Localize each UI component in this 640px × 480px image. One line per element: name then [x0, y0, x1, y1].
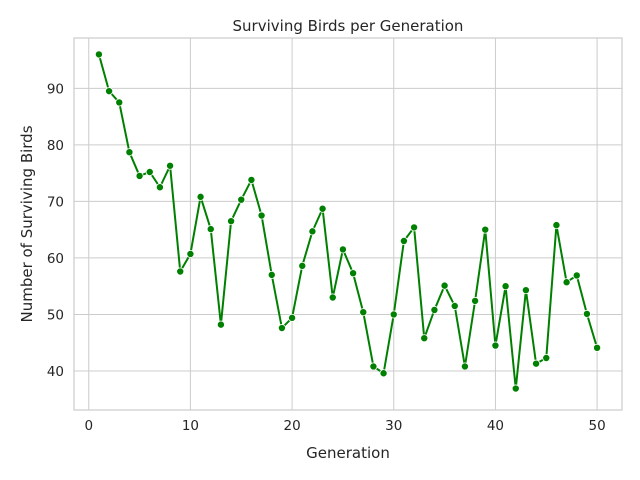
data-point	[389, 310, 398, 319]
grid-lines	[74, 38, 622, 410]
data-point	[288, 313, 297, 322]
data-point	[328, 293, 337, 302]
y-tick-label: 70	[47, 194, 64, 210]
data-point	[318, 204, 327, 213]
data-point	[420, 334, 429, 343]
data-point	[237, 195, 246, 204]
data-point	[410, 223, 419, 232]
x-tick-label: 0	[84, 418, 93, 434]
x-tick-label: 40	[487, 418, 504, 434]
y-tick-label: 60	[47, 251, 64, 267]
data-point	[369, 362, 378, 371]
data-point	[257, 211, 266, 220]
y-tick-label: 80	[47, 138, 64, 154]
data-point	[115, 98, 124, 107]
data-point	[155, 183, 164, 192]
series-layer	[94, 50, 602, 393]
y-tick-label: 90	[47, 81, 64, 97]
x-tick-label: 20	[283, 418, 300, 434]
data-point	[481, 225, 490, 234]
data-point	[521, 286, 530, 295]
chart-title: Surviving Birds per Generation	[233, 17, 464, 35]
data-point	[298, 261, 307, 270]
data-point	[216, 320, 225, 329]
plot-area-frame	[73, 37, 623, 411]
data-point	[196, 192, 205, 201]
x-tick-label: 30	[385, 418, 402, 434]
data-point	[379, 369, 388, 378]
data-point	[206, 225, 215, 234]
data-point	[542, 353, 551, 362]
data-point	[267, 270, 276, 279]
data-point	[349, 269, 358, 278]
data-point	[562, 278, 571, 287]
data-point	[511, 384, 520, 393]
data-point	[593, 343, 602, 352]
data-point	[491, 341, 500, 350]
tick-labels: 0 10 20 30 40 50 40 50 60 70 80 90	[47, 81, 606, 434]
data-point	[227, 217, 236, 226]
data-point	[430, 305, 439, 314]
data-point	[471, 296, 480, 305]
data-point	[308, 227, 317, 236]
data-point	[166, 161, 175, 170]
data-point	[532, 359, 541, 368]
data-point	[359, 308, 368, 317]
data-point	[552, 221, 561, 230]
data-point	[94, 50, 103, 59]
y-tick-label: 50	[47, 307, 64, 323]
data-point	[582, 309, 591, 318]
x-axis-label: Generation	[306, 444, 390, 462]
data-point	[440, 281, 449, 290]
series-line	[97, 54, 599, 390]
data-point	[145, 167, 154, 176]
data-point	[501, 282, 510, 291]
data-point	[338, 245, 347, 254]
data-point	[125, 148, 134, 157]
data-point	[399, 236, 408, 245]
data-point	[186, 249, 195, 258]
data-point	[277, 324, 286, 333]
y-tick-label: 40	[47, 364, 64, 380]
data-point	[460, 362, 469, 371]
data-point	[105, 87, 114, 96]
data-point	[572, 271, 581, 280]
y-axis-label: Number of Surviving Birds	[18, 125, 36, 322]
x-tick-label: 50	[588, 418, 605, 434]
data-point	[450, 301, 459, 310]
data-point	[135, 171, 144, 180]
x-tick-label: 10	[182, 418, 199, 434]
data-point	[247, 175, 256, 184]
data-point	[176, 267, 185, 276]
